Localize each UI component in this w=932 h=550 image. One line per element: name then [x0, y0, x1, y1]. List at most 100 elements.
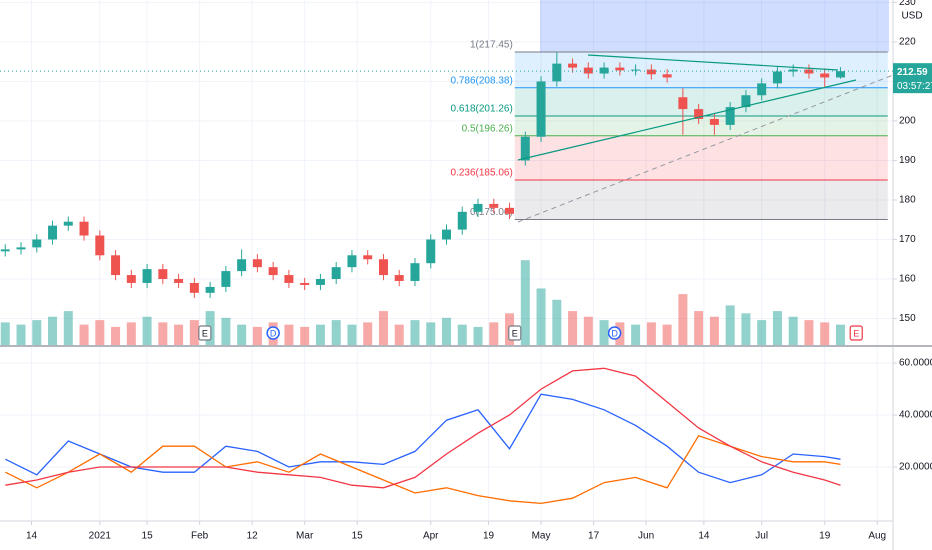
- volume-bar: [757, 320, 767, 345]
- candle-body: [520, 136, 530, 161]
- countdown-label: 03:57:27: [897, 81, 932, 92]
- volume-bar: [347, 324, 357, 345]
- x-tick-label: Feb: [191, 531, 209, 542]
- volume-bar: [678, 294, 688, 345]
- last-price-box: [893, 63, 932, 94]
- candle-body: [158, 269, 168, 280]
- x-tick-label: Aug: [868, 531, 886, 542]
- x-tick-label: 15: [142, 531, 154, 542]
- volume-bar: [741, 313, 751, 345]
- volume-bar: [552, 299, 562, 345]
- y-tick-label: 60.0000: [899, 358, 932, 369]
- x-tick-label: 15: [352, 531, 364, 542]
- candle-body: [568, 63, 578, 68]
- candle-body: [95, 235, 105, 256]
- volume-bar: [772, 311, 782, 345]
- event-label: E: [853, 328, 859, 338]
- event-label: E: [202, 328, 208, 338]
- volume-bar: [378, 311, 388, 345]
- candle-body: [536, 81, 546, 137]
- fib-label: 0.5(196.26): [462, 123, 513, 134]
- x-tick-label: 12: [247, 531, 259, 542]
- trend-line: [517, 74, 894, 223]
- indicator-line: [5, 367, 841, 489]
- volume-bar: [694, 311, 704, 345]
- candle-body: [331, 267, 341, 280]
- volume-bar: [363, 322, 373, 345]
- dividend-marker: [607, 326, 622, 340]
- event-label: D: [611, 328, 618, 338]
- volume-bar: [725, 305, 735, 345]
- candle-body: [457, 211, 467, 230]
- candle-body: [237, 259, 247, 272]
- fib-zone: [514, 115, 888, 136]
- candle-body: [32, 239, 42, 248]
- volume-bar: [48, 316, 58, 345]
- volume-bar: [315, 324, 325, 345]
- candle-body: [205, 286, 215, 293]
- candle-body: [772, 71, 782, 84]
- y-tick-label: 40.0000: [899, 410, 932, 421]
- x-tick-label: 19: [819, 531, 831, 542]
- candle-body: [489, 203, 499, 208]
- candle-body: [788, 69, 798, 72]
- y-tick-label: 180: [899, 195, 916, 206]
- y-tick-label: 150: [899, 313, 916, 324]
- candle-body: [583, 67, 593, 74]
- x-tick-label: Jun: [638, 531, 654, 542]
- candle-body: [174, 279, 184, 283]
- volume-bar: [804, 320, 814, 345]
- volume-bar: [126, 322, 136, 345]
- candle-body: [410, 263, 420, 281]
- fib-label: 1(217.45): [470, 40, 513, 51]
- x-tick-label: 19: [483, 531, 495, 542]
- volume-bar: [237, 324, 247, 345]
- candle-body: [347, 255, 357, 268]
- event-label: E: [512, 328, 518, 338]
- y-tick-label: 220: [899, 37, 916, 48]
- candle-body: [315, 279, 325, 285]
- y-tick-label: 20.0000: [899, 462, 932, 473]
- x-tick-label: Mar: [296, 531, 314, 542]
- candle-body: [615, 67, 625, 71]
- indicator-line: [5, 393, 841, 484]
- volume-bar: [221, 317, 231, 345]
- y-tick-label: 160: [899, 274, 916, 285]
- candle-body: [111, 255, 121, 276]
- volume-bar: [709, 316, 719, 345]
- fib-label: 0.786(208.38): [451, 75, 513, 86]
- y-tick-label: 170: [899, 234, 916, 245]
- volume-bar: [646, 322, 656, 345]
- candle-body: [662, 74, 672, 78]
- volume-bar: [0, 322, 10, 345]
- candle-body: [725, 107, 735, 125]
- candle-body: [363, 255, 373, 260]
- currency-label: USD: [901, 11, 922, 22]
- trend-line: [517, 79, 857, 161]
- volume-bar: [820, 322, 830, 345]
- last-price-label: 212.59: [897, 67, 928, 78]
- x-tick-label: 14: [26, 531, 38, 542]
- candle-body: [300, 282, 310, 285]
- candle-body: [678, 97, 688, 110]
- candle-body: [126, 275, 136, 283]
- y-tick-label: 230: [899, 0, 916, 8]
- volume-bar: [489, 322, 499, 345]
- volume-bar: [252, 326, 262, 345]
- candle-body: [378, 259, 388, 276]
- earnings-marker: [198, 325, 212, 341]
- volume-bar: [174, 324, 184, 345]
- volume-bar: [95, 320, 105, 345]
- volume-bar: [536, 288, 546, 345]
- candle-body: [631, 69, 641, 71]
- candle-body: [741, 95, 751, 108]
- candle-body: [0, 249, 10, 252]
- candle-body: [284, 275, 294, 283]
- volume-bar: [394, 324, 404, 345]
- x-tick-label: 2021: [89, 531, 112, 542]
- volume-bar: [410, 320, 420, 345]
- candle-body: [142, 269, 152, 283]
- event-label: D: [270, 328, 277, 338]
- candle-body: [835, 71, 845, 78]
